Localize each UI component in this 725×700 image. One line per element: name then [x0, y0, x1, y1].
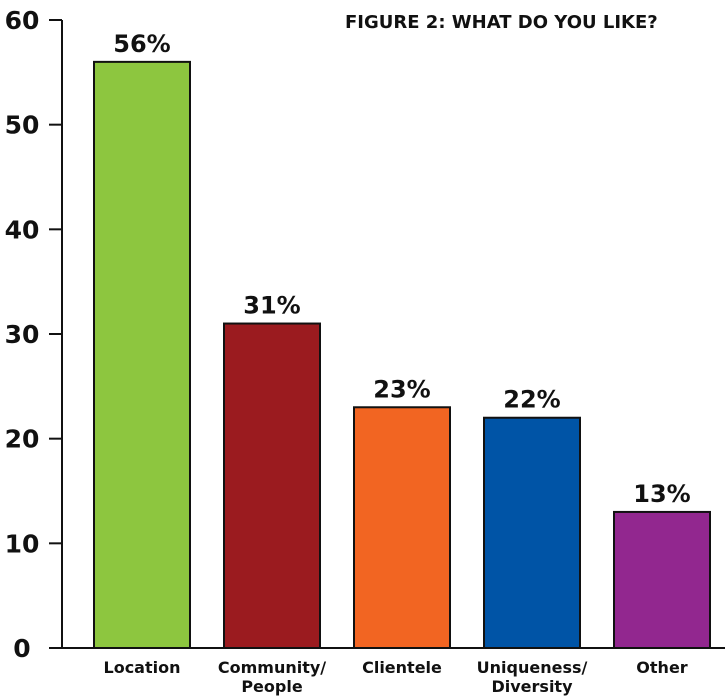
bar	[613, 510, 711, 649]
y-tick-label: 40	[5, 215, 40, 244]
bar	[223, 322, 321, 649]
data-label: 31%	[243, 292, 300, 320]
y-axis: 0 10 20 30 40 50 60	[5, 6, 63, 663]
data-label: 13%	[633, 480, 690, 508]
category-label-line: People	[241, 677, 303, 696]
y-tick-label: 10	[5, 529, 40, 558]
category-label-line: Clientele	[362, 658, 442, 677]
value-labels: 56% 31% 23% 22% 13%	[113, 30, 690, 508]
y-tick-label: 0	[13, 634, 30, 663]
category-label-line: Uniqueness/	[477, 658, 588, 677]
bar	[353, 406, 451, 649]
category-label: Clientele	[362, 658, 442, 677]
category-label: Community/People	[218, 658, 326, 696]
category-label-line: Location	[104, 658, 181, 677]
category-label-line: Other	[636, 658, 687, 677]
y-tick-label: 50	[5, 111, 40, 140]
category-label-line: Community/	[218, 658, 326, 677]
bar	[93, 60, 191, 650]
category-labels: Location Community/People Clientele Uniquen…	[104, 658, 688, 696]
bar	[483, 416, 581, 649]
chart-title: FIGURE 2: WHAT DO YOU LIKE?	[345, 12, 658, 33]
category-label: Location	[104, 658, 181, 677]
data-label: 56%	[113, 30, 170, 58]
category-label: Other	[636, 658, 687, 677]
y-tick-label: 60	[5, 6, 40, 35]
category-label-line: Diversity	[491, 677, 573, 696]
data-label: 23%	[373, 375, 430, 403]
data-label: 22%	[503, 386, 560, 414]
category-label: Uniqueness/Diversity	[477, 658, 588, 696]
bars	[93, 60, 711, 650]
y-tick-label: 20	[5, 425, 40, 454]
y-tick-label: 30	[5, 320, 40, 349]
